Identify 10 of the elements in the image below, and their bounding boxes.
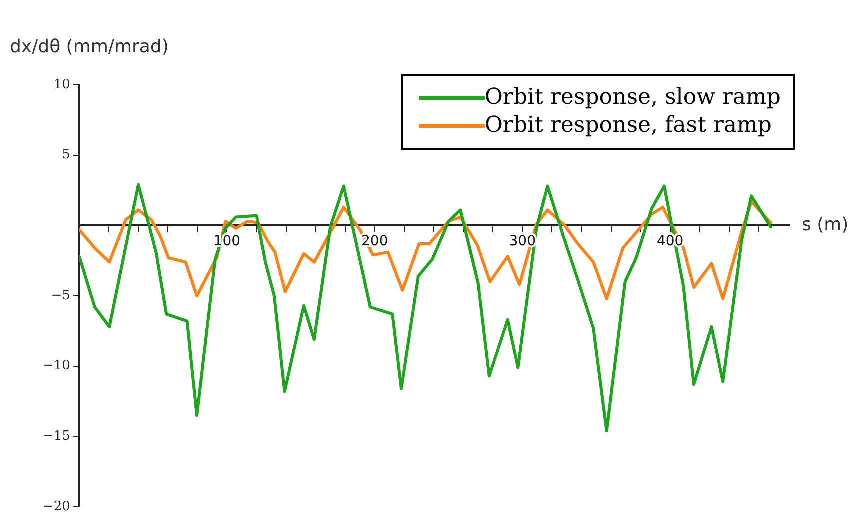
legend-label: Orbit response, slow ramp <box>484 84 781 112</box>
y-tick-label: −20 <box>42 499 70 514</box>
y-axis-title: dx/dθ (mm/mrad) <box>10 36 169 58</box>
legend-label: Orbit response, fast ramp <box>484 112 772 140</box>
x-axis-title: s (m) <box>802 214 849 236</box>
y-tick-label: −5 <box>51 288 70 304</box>
y-tick-label: −10 <box>42 358 70 374</box>
y-tick-label: 10 <box>54 77 70 92</box>
y-tick-label: −15 <box>42 429 70 444</box>
y-tick-label: 5 <box>62 148 70 163</box>
